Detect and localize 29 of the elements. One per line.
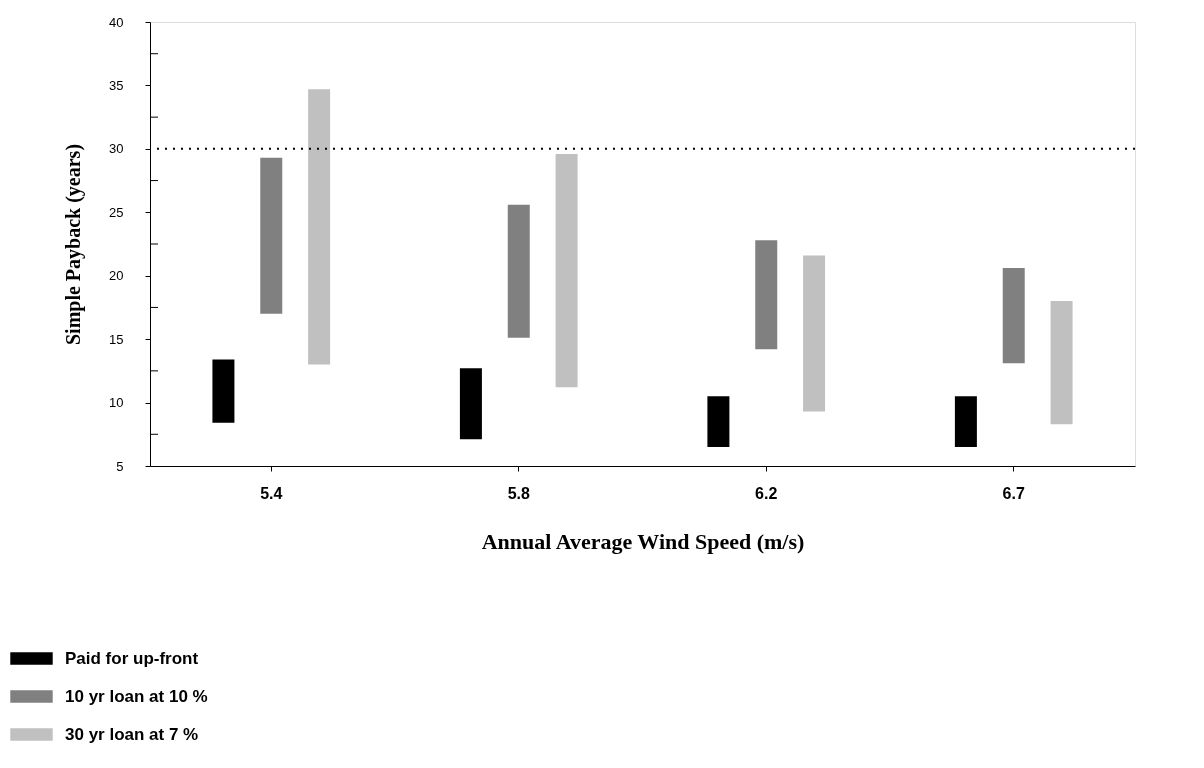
bar [507,204,530,338]
x-tick-label: 6.2 [755,484,778,502]
y-tick-label: 10 [109,395,124,411]
x-axis-title: Annual Average Wind Speed (m/s) [481,528,805,554]
x-tick-label: 5.8 [507,484,530,502]
legend-label: 10 yr loan at 10 % [65,686,208,706]
bar [212,359,235,423]
y-tick-label: 35 [109,77,124,93]
bar [954,396,977,447]
y-tick-label: 5 [116,458,124,474]
bar [260,157,283,314]
bar [308,89,331,365]
legend-label: 30 yr loan at 7 % [65,724,199,744]
legend-label: Paid for up-front [65,648,199,668]
bar [707,396,730,447]
bar [755,240,778,350]
y-tick-label: 30 [109,141,124,157]
y-axis-title: Simple Payback (years) [62,143,86,346]
x-tick-label: 6.7 [1002,484,1025,502]
bar [459,368,482,440]
bar [1002,268,1025,364]
y-tick-label: 20 [109,268,124,284]
bar [803,255,826,412]
y-tick-label: 25 [109,204,124,220]
x-tick-label: 5.4 [260,484,283,502]
y-tick-label: 40 [109,14,124,30]
bar [555,153,578,388]
bar [1050,301,1073,425]
y-tick-label: 15 [109,331,124,347]
